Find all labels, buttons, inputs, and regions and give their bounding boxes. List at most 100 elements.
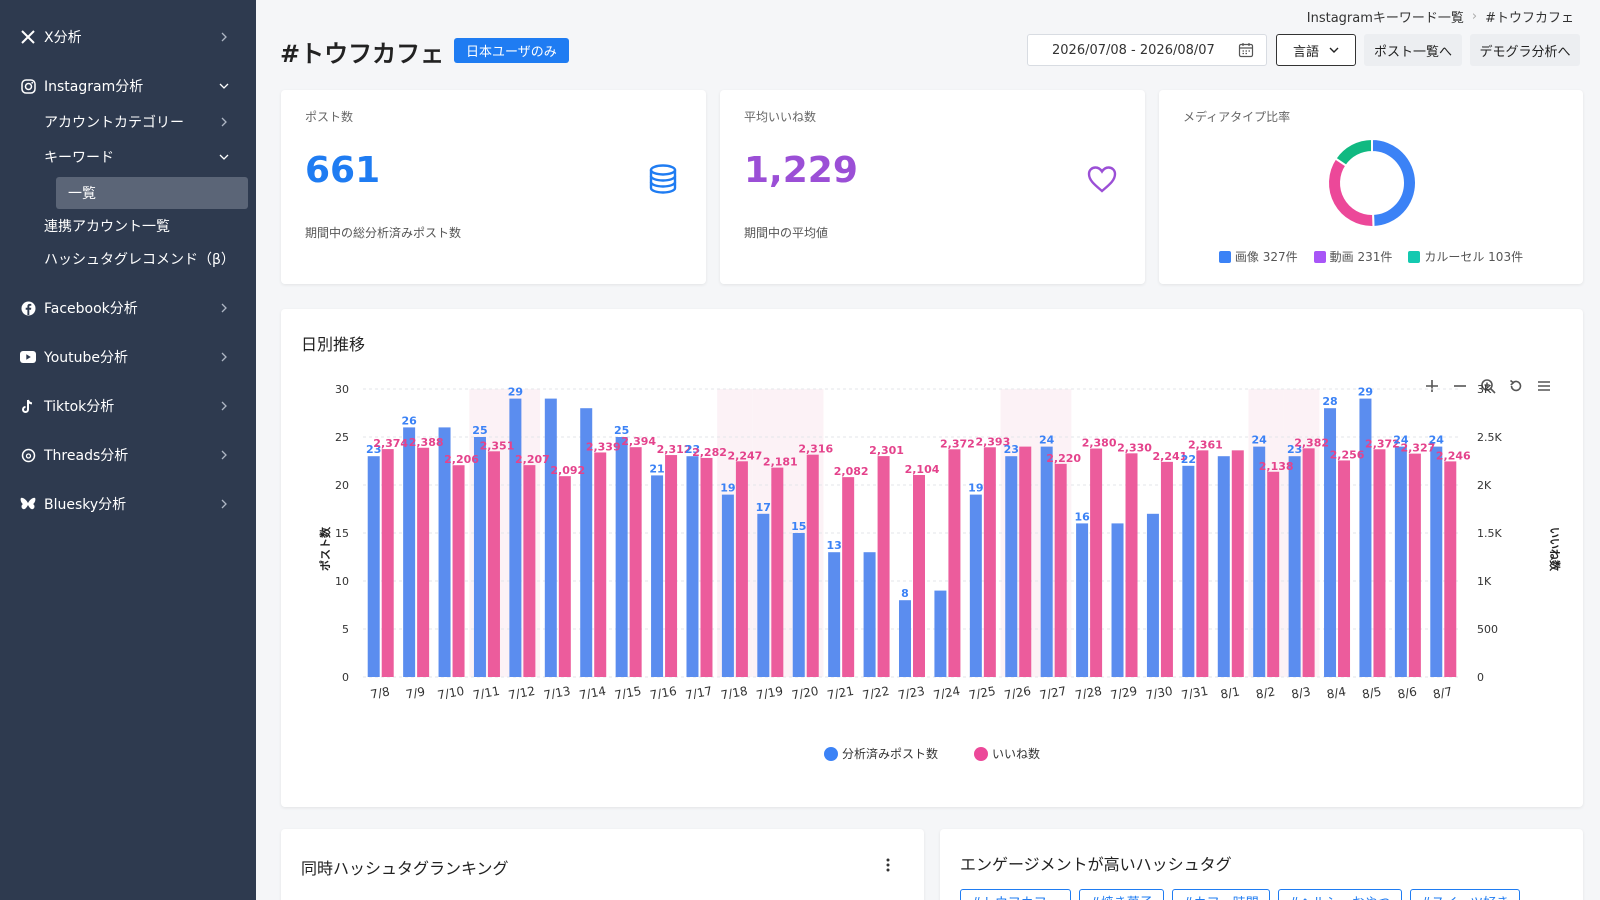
likes-bar[interactable] <box>1160 461 1173 677</box>
posts-bar[interactable] <box>1146 513 1159 677</box>
likes-bar[interactable] <box>806 454 819 677</box>
card-label: ポスト数 <box>305 110 354 124</box>
sidebar-item-account-category[interactable]: アカウントカテゴリー <box>44 109 232 135</box>
hashtag-chip[interactable]: #トウフカフェ <box>960 889 1071 900</box>
posts-bar[interactable] <box>1040 446 1053 677</box>
donut-slice[interactable] <box>1334 137 1373 168</box>
posts-bar[interactable] <box>1217 456 1230 677</box>
breadcrumb-parent-link[interactable]: Instagramキーワード一覧 <box>1306 11 1464 26</box>
posts-bar[interactable] <box>580 408 593 677</box>
posts-bar[interactable] <box>438 427 451 677</box>
likes-bar[interactable] <box>700 457 713 677</box>
posts-bar[interactable] <box>1076 523 1089 677</box>
likes-bar[interactable] <box>1125 453 1138 677</box>
hashtag-chip[interactable]: #ヘルシーおやつ <box>1277 889 1402 900</box>
demographics-button[interactable]: デモグラ分析へ <box>1470 34 1580 66</box>
likes-bar[interactable] <box>629 447 642 677</box>
posts-bar[interactable] <box>899 600 911 677</box>
sidebar-item-tiktok[interactable]: Tiktok分析 <box>0 391 256 421</box>
posts-bar[interactable] <box>969 494 982 677</box>
hashtag-chip[interactable]: #スイーツ好き <box>1409 889 1521 900</box>
sidebar-item-keyword-list[interactable]: 一覧 <box>56 177 248 209</box>
likes-bar[interactable] <box>417 447 430 677</box>
likes-bar[interactable] <box>1408 453 1421 677</box>
likes-bar[interactable] <box>1090 448 1103 677</box>
menu-icon[interactable] <box>1535 377 1553 395</box>
likes-bar[interactable] <box>771 467 784 677</box>
likes-bar[interactable] <box>1231 450 1244 677</box>
posts-bar[interactable] <box>544 398 557 677</box>
posts-bar[interactable] <box>615 437 628 677</box>
zoom-in-icon[interactable] <box>1423 377 1441 395</box>
reset-zoom-icon[interactable] <box>1507 377 1525 395</box>
sidebar-item-linked-accounts[interactable]: 連携アカウント一覧 <box>44 213 170 239</box>
likes-bar[interactable] <box>842 477 855 677</box>
sidebar-item-hashtag-recommend[interactable]: ハッシュタグレコメンド（β） <box>44 246 235 272</box>
date-range-picker[interactable]: 2026/07/08 - 2026/08/07 <box>1027 34 1267 66</box>
posts-data-label: 17 <box>756 501 771 514</box>
likes-bar[interactable] <box>1338 460 1351 677</box>
zoom-out-icon[interactable] <box>1451 377 1469 395</box>
posts-bar[interactable] <box>651 475 664 677</box>
youtube-icon <box>20 349 36 365</box>
legend-item-posts[interactable]: 分析済みポスト数 <box>823 745 938 762</box>
sidebar-item-keyword[interactable]: キーワード <box>44 144 232 170</box>
hashtag-chip[interactable]: #焼き菓子 <box>1078 889 1164 900</box>
donut-slice[interactable] <box>1327 157 1375 228</box>
likes-bar[interactable] <box>381 449 394 677</box>
likes-bar[interactable] <box>948 449 961 677</box>
legend-item-likes[interactable]: いいね数 <box>974 745 1040 762</box>
likes-bar[interactable] <box>452 465 465 677</box>
posts-bar[interactable] <box>1359 398 1372 677</box>
selection-zoom-icon[interactable] <box>1479 377 1497 395</box>
likes-bar[interactable] <box>1196 450 1209 677</box>
sidebar-item-threads[interactable]: Threads分析 <box>0 440 256 470</box>
likes-bar[interactable] <box>913 475 925 677</box>
post-list-button[interactable]: ポスト一覧へ <box>1364 34 1462 66</box>
posts-bar[interactable] <box>509 398 522 677</box>
likes-bar[interactable] <box>735 461 748 677</box>
posts-bar[interactable] <box>403 427 416 677</box>
likes-bar[interactable] <box>983 447 996 677</box>
likes-bar[interactable] <box>1054 463 1067 677</box>
posts-bar[interactable] <box>828 552 841 677</box>
more-vertical-icon[interactable] <box>880 857 896 873</box>
sidebar-item-bluesky[interactable]: Bluesky分析 <box>0 489 256 519</box>
sidebar-item-youtube[interactable]: Youtube分析 <box>0 342 256 372</box>
high-engagement-hashtags-card: エンゲージメントが高いハッシュタグ #トウフカフェ #焼き菓子 #カフェ時間 #ヘルシ… <box>940 829 1583 900</box>
likes-bar[interactable] <box>1019 446 1032 677</box>
donut-slice[interactable] <box>1371 137 1417 229</box>
posts-bar[interactable] <box>686 456 699 677</box>
posts-bar[interactable] <box>934 590 947 677</box>
posts-bar[interactable] <box>473 437 486 677</box>
likes-bar[interactable] <box>1267 471 1280 677</box>
likes-bar[interactable] <box>558 476 571 677</box>
posts-bar[interactable] <box>1394 446 1407 677</box>
posts-bar[interactable] <box>863 552 876 677</box>
likes-bar[interactable] <box>665 455 678 677</box>
posts-bar[interactable] <box>1288 456 1301 677</box>
likes-bar[interactable] <box>1444 461 1457 677</box>
likes-bar[interactable] <box>1373 449 1386 677</box>
likes-bar[interactable] <box>877 456 890 677</box>
posts-bar[interactable] <box>757 513 770 677</box>
posts-bar[interactable] <box>1430 446 1443 677</box>
sidebar-item-facebook[interactable]: Facebook分析 <box>0 293 256 323</box>
posts-bar[interactable] <box>1005 456 1018 677</box>
posts-bar[interactable] <box>1111 523 1124 677</box>
likes-bar[interactable] <box>594 452 607 677</box>
posts-bar[interactable] <box>1182 465 1195 677</box>
likes-bar[interactable] <box>523 465 536 677</box>
sidebar-item-x[interactable]: X分析 <box>0 22 256 52</box>
language-select-button[interactable]: 言語 <box>1276 34 1356 66</box>
posts-bar[interactable] <box>792 533 805 677</box>
posts-bar[interactable] <box>1324 408 1337 677</box>
posts-data-label: 19 <box>720 482 735 495</box>
posts-bar[interactable] <box>367 456 380 677</box>
posts-bar[interactable] <box>721 494 734 677</box>
sidebar-item-instagram[interactable]: Instagram分析 <box>0 71 256 101</box>
likes-bar[interactable] <box>1302 448 1315 677</box>
posts-bar[interactable] <box>1253 446 1266 677</box>
likes-bar[interactable] <box>487 451 500 677</box>
hashtag-chip[interactable]: #カフェ時間 <box>1171 889 1270 900</box>
